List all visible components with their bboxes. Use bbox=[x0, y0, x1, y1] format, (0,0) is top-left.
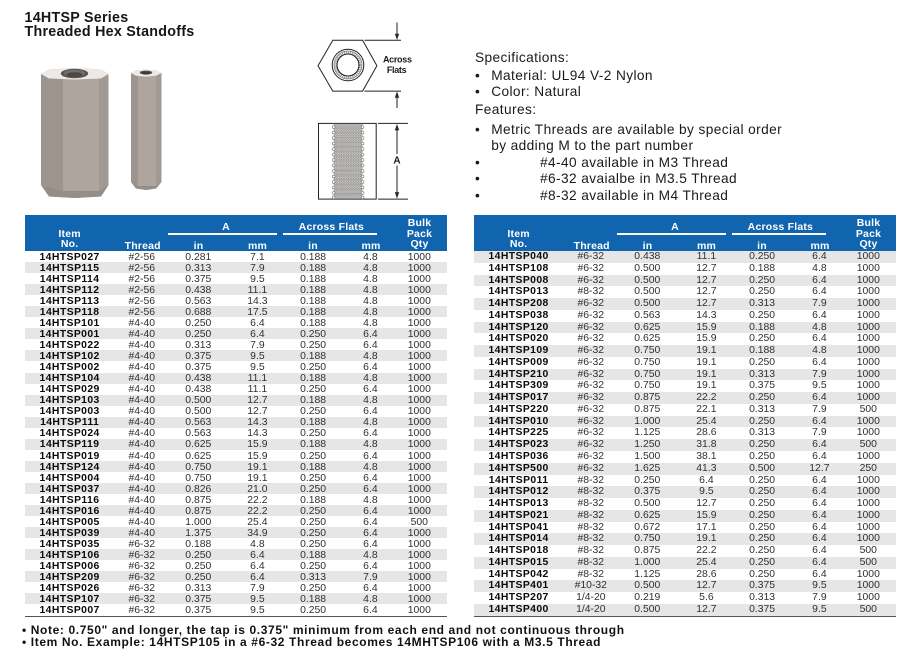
svg-text:A: A bbox=[393, 155, 400, 166]
svg-text:Across: Across bbox=[383, 54, 412, 64]
svg-text:Flats: Flats bbox=[387, 65, 407, 75]
